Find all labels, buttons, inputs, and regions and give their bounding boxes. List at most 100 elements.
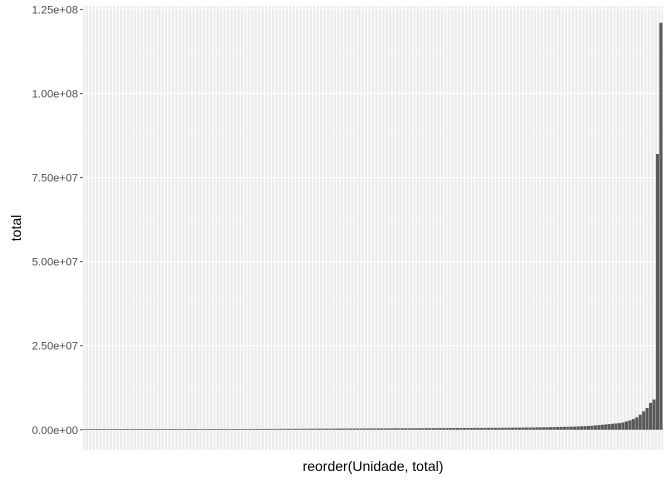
bar bbox=[604, 424, 608, 430]
bar bbox=[397, 428, 401, 430]
bar bbox=[235, 429, 239, 430]
bar bbox=[342, 428, 346, 430]
bar bbox=[618, 423, 622, 430]
bar bbox=[435, 428, 439, 430]
bar bbox=[407, 428, 411, 430]
bar bbox=[511, 427, 515, 430]
bar bbox=[114, 429, 118, 430]
bar bbox=[452, 428, 456, 430]
bar bbox=[504, 427, 508, 430]
bar bbox=[386, 428, 391, 430]
bar bbox=[186, 429, 191, 430]
bar bbox=[162, 429, 166, 430]
bar bbox=[166, 429, 170, 430]
bar bbox=[324, 428, 328, 430]
bar bbox=[145, 429, 149, 430]
bar bbox=[466, 427, 470, 430]
bar bbox=[293, 428, 297, 430]
bar bbox=[221, 429, 225, 430]
bar bbox=[304, 428, 308, 430]
bar bbox=[142, 429, 146, 430]
bar bbox=[90, 429, 94, 430]
bar bbox=[621, 422, 625, 430]
bar bbox=[483, 427, 487, 430]
bar bbox=[183, 429, 187, 430]
bar bbox=[152, 429, 156, 430]
bar bbox=[307, 428, 311, 430]
bar bbox=[573, 426, 577, 430]
bar bbox=[590, 425, 594, 430]
bar bbox=[638, 414, 642, 430]
bar bbox=[93, 429, 97, 430]
bar bbox=[211, 429, 215, 430]
x-axis-title: reorder(Unidade, total) bbox=[303, 458, 444, 474]
bar bbox=[376, 428, 380, 430]
bar bbox=[124, 429, 128, 430]
bar bbox=[283, 428, 287, 430]
bar bbox=[421, 428, 425, 430]
plot-panel bbox=[83, 6, 663, 450]
bar bbox=[493, 427, 497, 430]
bar bbox=[411, 428, 415, 430]
bar bbox=[390, 428, 394, 430]
bar bbox=[528, 427, 532, 430]
bar bbox=[542, 427, 546, 430]
bar bbox=[266, 428, 270, 430]
bar bbox=[380, 428, 384, 430]
bar bbox=[549, 427, 553, 430]
bar bbox=[276, 428, 280, 430]
bar bbox=[100, 429, 104, 430]
bar bbox=[231, 429, 235, 430]
bar bbox=[518, 427, 522, 430]
bar bbox=[328, 428, 332, 430]
y-tick-label: 7.50e+07 bbox=[32, 173, 78, 185]
bar bbox=[338, 428, 342, 430]
bar bbox=[559, 426, 563, 430]
bar bbox=[286, 428, 291, 430]
bar bbox=[500, 427, 504, 430]
bar bbox=[135, 429, 139, 430]
bar bbox=[514, 427, 518, 430]
bar bbox=[569, 426, 573, 430]
bar bbox=[428, 428, 432, 430]
bar bbox=[121, 429, 125, 430]
bar bbox=[593, 425, 597, 430]
bar bbox=[300, 428, 304, 430]
bar bbox=[628, 420, 632, 430]
bar bbox=[335, 428, 339, 430]
bar bbox=[290, 428, 294, 430]
bar bbox=[507, 427, 511, 430]
bar bbox=[497, 427, 501, 430]
y-tick-label: 1.25e+08 bbox=[32, 4, 78, 16]
bar bbox=[438, 428, 442, 430]
bar bbox=[190, 429, 194, 430]
bar bbox=[642, 411, 646, 430]
bar bbox=[659, 22, 663, 430]
bar bbox=[111, 429, 115, 430]
bar bbox=[359, 428, 363, 430]
y-axis-title: total bbox=[8, 215, 24, 241]
bar bbox=[214, 429, 218, 430]
bar bbox=[169, 429, 173, 430]
bar bbox=[566, 426, 570, 430]
bar bbox=[280, 428, 284, 430]
bar bbox=[535, 427, 539, 430]
bar bbox=[204, 429, 208, 430]
bar bbox=[624, 421, 628, 430]
bar bbox=[273, 428, 277, 430]
bar bbox=[418, 428, 422, 430]
bar bbox=[586, 425, 591, 430]
bar bbox=[224, 429, 228, 430]
bar bbox=[600, 424, 604, 430]
bar bbox=[373, 428, 377, 430]
bar bbox=[545, 427, 549, 430]
y-tick-label: 5.00e+07 bbox=[32, 257, 78, 269]
bar bbox=[255, 428, 260, 430]
bar bbox=[652, 399, 656, 430]
bar bbox=[631, 419, 635, 430]
bar bbox=[611, 423, 615, 430]
bar bbox=[321, 428, 325, 430]
bar bbox=[607, 424, 611, 430]
bar bbox=[597, 425, 601, 430]
bar bbox=[524, 427, 528, 430]
